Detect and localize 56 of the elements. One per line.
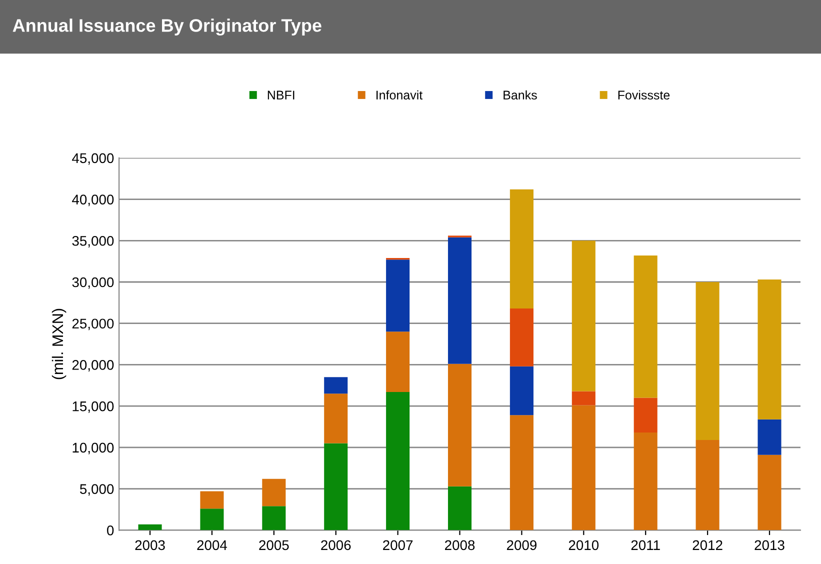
bar (448, 237, 472, 364)
bar (696, 282, 720, 440)
bar (324, 377, 348, 394)
x-tick-label: 2004 (197, 540, 228, 550)
y-tick-label: 45,000 (72, 153, 114, 165)
bar (758, 419, 782, 455)
x-tick-label: 2012 (692, 540, 722, 550)
x-tick-label: 2003 (135, 540, 165, 550)
bar (634, 256, 658, 398)
bar (696, 440, 720, 530)
y-tick-label: 0 (107, 525, 114, 536)
bar (262, 506, 286, 530)
bar (200, 491, 224, 509)
y-axis-title: (mil. MXN) (52, 308, 66, 380)
x-tick-label: 2006 (321, 540, 351, 550)
bar (510, 415, 534, 530)
bar (386, 260, 410, 332)
y-tick-label: 30,000 (72, 277, 114, 289)
y-tick-label: 20,000 (72, 360, 114, 372)
legend-label: Fovissste (618, 90, 670, 100)
bar (200, 508, 224, 530)
x-tick-label: 2010 (568, 540, 599, 550)
legend-label: Banks (504, 90, 537, 100)
y-tick-label: 5,000 (80, 484, 114, 496)
x-tick-label: 2008 (445, 540, 475, 550)
bar (324, 394, 348, 444)
x-tick-label: 2005 (259, 540, 289, 550)
bar (572, 405, 596, 530)
x-tick-label: 2009 (506, 540, 536, 550)
bar (758, 280, 782, 420)
bar (386, 392, 410, 530)
bar (324, 443, 348, 530)
x-tick-label: 2013 (754, 540, 784, 550)
chart-title: Annual Issuance By Originator Type (12, 18, 322, 36)
bar (510, 189, 534, 308)
bar (386, 332, 410, 392)
y-tick-label: 40,000 (72, 194, 114, 206)
x-tick-label: 2011 (631, 540, 660, 550)
x-tick-label: 2007 (383, 540, 413, 550)
y-tick-label: 25,000 (72, 318, 114, 330)
legend-label: NBFI (268, 90, 294, 100)
y-tick-label: 15,000 (72, 401, 114, 413)
bar (634, 432, 658, 530)
bar (448, 364, 472, 486)
bar (510, 308, 534, 366)
bar (572, 391, 596, 406)
bar (572, 240, 596, 392)
bar (448, 486, 472, 530)
bar (634, 398, 658, 433)
bar (758, 454, 782, 530)
bar (510, 366, 534, 416)
y-tick-label: 10,000 (72, 442, 114, 454)
bar (138, 524, 162, 530)
y-tick-label: 35,000 (72, 236, 114, 248)
bar (262, 478, 286, 506)
legend-label: Infonavit (376, 90, 423, 100)
